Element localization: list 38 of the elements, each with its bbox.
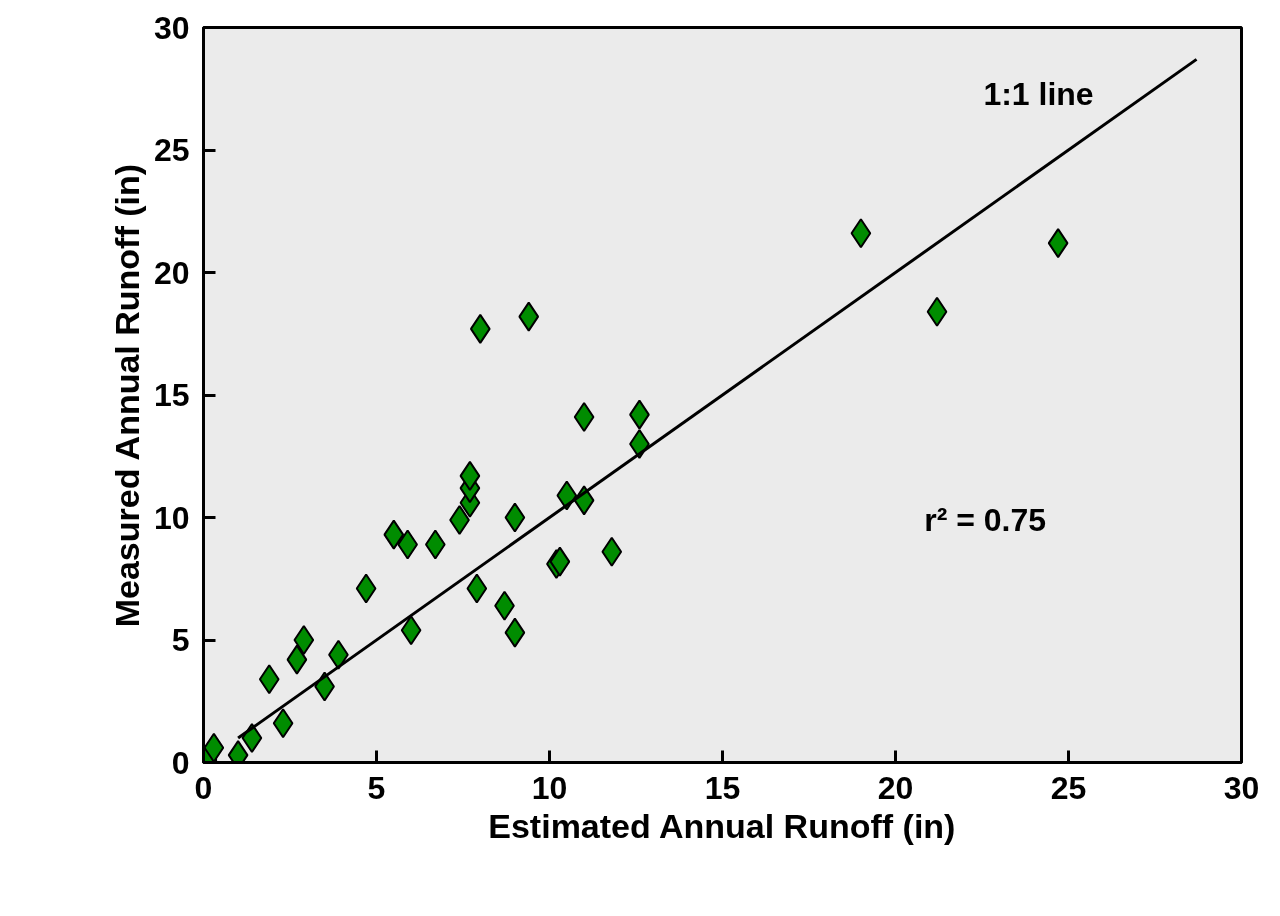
annotation: r² = 0.75 <box>924 501 1047 538</box>
point <box>355 573 377 604</box>
x-tick-label: 0 <box>194 769 213 806</box>
x-tick-label: 25 <box>1050 769 1087 806</box>
point <box>469 313 491 344</box>
point <box>926 296 948 327</box>
x-tick-label: 15 <box>704 769 741 806</box>
y-axis-title: Measured Annual Runoff (in) <box>107 163 146 628</box>
x-tick-label: 5 <box>367 769 386 806</box>
y-tick-label: 25 <box>153 132 190 168</box>
x-tick-label: 10 <box>531 769 568 806</box>
x-tick-label: 20 <box>877 769 914 806</box>
point <box>272 708 294 739</box>
point <box>518 301 540 332</box>
point <box>400 615 422 646</box>
point <box>504 617 526 648</box>
point <box>286 644 308 675</box>
y-tick-label: 0 <box>171 744 190 781</box>
series-label: 1:1 line <box>983 76 1094 113</box>
y-tick-label: 5 <box>171 622 190 658</box>
point <box>1047 228 1069 259</box>
point <box>203 732 225 763</box>
y-tick-label: 15 <box>153 377 190 413</box>
x-tick-label: 30 <box>1223 769 1260 806</box>
x-axis-title: Estimated Annual Runoff (in) <box>488 806 956 845</box>
y-tick-label: 20 <box>153 254 190 291</box>
point <box>850 218 872 249</box>
point <box>424 529 446 560</box>
point <box>258 664 280 695</box>
point <box>573 402 595 433</box>
y-tick-label: 10 <box>153 499 190 536</box>
point <box>293 625 315 655</box>
y-tick-label: 30 <box>153 9 190 46</box>
point <box>459 460 481 491</box>
point <box>383 519 405 550</box>
point <box>466 573 488 604</box>
point <box>601 536 623 567</box>
point <box>504 502 526 533</box>
